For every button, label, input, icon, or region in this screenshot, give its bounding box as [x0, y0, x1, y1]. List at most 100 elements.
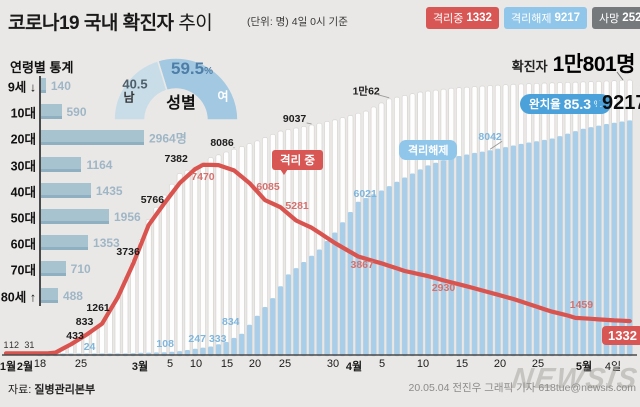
x-tick-label: 3월 — [131, 361, 149, 373]
age-category-label: 50대 — [10, 211, 36, 226]
confirmed-value: 1만801명 — [552, 53, 636, 76]
age-category-label: 10대 — [10, 106, 36, 121]
data-label-total: 9037 — [282, 112, 307, 125]
quarantine-series-badge: 격리 중 — [272, 150, 323, 175]
x-tick-label: 25 — [74, 358, 88, 370]
age-bar — [41, 104, 62, 120]
data-label-total: 3736 — [116, 245, 140, 258]
age-value-label: 590 — [66, 105, 87, 120]
status-badges: 격리중 1332 격리해제 9217 사망 252 — [426, 7, 640, 29]
data-label-total: 5766 — [140, 194, 165, 207]
donut-segment-female — [156, 57, 239, 121]
x-tick-label: 4월 — [345, 361, 363, 373]
subtitle-unit-date: (단위: 명) 4일 0시 기준 — [247, 16, 348, 28]
data-label-total: 1261 — [86, 301, 110, 314]
data-label-blue: 108 — [156, 338, 174, 351]
x-tick-label: 20 — [248, 358, 262, 370]
data-label-total: 833 — [75, 315, 94, 328]
page-title: 코로나19 국내 확진자 추이 — [8, 8, 213, 35]
cure-rate-label: 완치율 — [529, 99, 561, 111]
x-tick-label: 10 — [416, 358, 430, 370]
age-value-label: 1164 — [86, 157, 113, 172]
x-tick-label: 15 — [220, 358, 234, 370]
source-line: 자료: 질병관리본부 — [8, 381, 95, 397]
age-category-label: 40대 — [10, 185, 36, 200]
source-name: 질병관리본부 — [34, 384, 96, 396]
gender-female-label: 여 — [217, 89, 229, 104]
age-bar — [41, 78, 46, 93]
credit-line: 20.05.04 전진우 그래픽 기자 618tue@newsis.com — [408, 382, 636, 394]
x-tick-label: 25 — [531, 358, 545, 370]
data-label-red: 1459 — [569, 298, 594, 311]
data-label-blue: 24 — [83, 341, 96, 354]
x-tick-label: 5 — [166, 358, 174, 370]
data-label-blue: 6021 — [353, 187, 377, 200]
age-value-label: 488 — [62, 288, 83, 303]
age-bar — [41, 261, 66, 277]
status-badge-quarantined: 격리중 1332 — [426, 7, 499, 29]
x-tick-label: 15 — [455, 358, 469, 370]
gender-donut-chart — [113, 57, 239, 121]
x-tick-label: 4일 — [604, 361, 622, 373]
x-tick-label: 30 — [326, 358, 340, 370]
data-label-total: 7382 — [164, 153, 188, 166]
x-tick-label: 25 — [278, 358, 292, 370]
gender-male-label: 남 — [123, 90, 135, 105]
gender-female-number: 59.5 — [171, 59, 205, 78]
status-badge-released: 격리해제 9217 — [503, 7, 588, 29]
source-prefix: 자료: — [8, 384, 35, 396]
title-prefix: 코로나19 — [8, 13, 84, 34]
title-suffix: 추이 — [173, 13, 213, 34]
data-label-blue: 8042 — [478, 131, 502, 144]
age-panel-title: 연령별 통계 — [10, 60, 74, 75]
age-category-label: 30대 — [10, 159, 36, 174]
age-value-label: 1353 — [93, 236, 120, 251]
age-value-label: 2964명 — [149, 131, 187, 146]
age-bar — [41, 209, 109, 224]
percent-sign: % — [204, 66, 213, 77]
age-category-label: 80세 ↑ — [0, 290, 36, 305]
cure-badge-arrow-icon — [597, 99, 604, 109]
x-tick-label: 1월 — [0, 361, 17, 373]
confirmed-label: 확진자 — [511, 59, 548, 74]
released-total-value: 9217 — [602, 92, 640, 114]
age-bar — [41, 156, 82, 172]
age-bar — [41, 130, 144, 146]
data-label-red: 3867 — [350, 258, 374, 271]
released-series-badge: 격리해제 — [399, 140, 458, 160]
age-value-label: 710 — [70, 262, 91, 277]
data-label-total: 433 — [66, 329, 84, 342]
data-label-blue: 834 — [221, 315, 240, 328]
cure-rate-value: 85.3 — [563, 96, 591, 112]
age-category-label: 60대 — [10, 237, 36, 252]
age-value-label: 1435 — [95, 183, 123, 198]
data-label-total: 1만62 — [352, 85, 380, 98]
gender-female-value: 59.5% — [171, 59, 213, 79]
x-tick-label: 2월 — [16, 361, 34, 373]
data-label-red: 5281 — [285, 199, 309, 212]
data-label-red: 7470 — [191, 170, 215, 183]
data-label-blue: 333 — [208, 332, 227, 345]
x-tick-label: 20 — [493, 358, 507, 370]
early-value-label: 12 — [9, 340, 20, 350]
age-category-label: 70대 — [10, 263, 36, 278]
x-tick-label: 10 — [189, 358, 203, 370]
x-tick-label: 5 — [378, 358, 386, 370]
age-bar — [41, 235, 89, 251]
age-category-label: 9세 ↓ — [7, 80, 36, 95]
x-tick-label: 18 — [33, 358, 47, 370]
data-label-blue: 247 — [188, 332, 206, 345]
title-bold: 국내 확진자 — [83, 13, 174, 34]
confirmed-total: 확진자 1만801명 — [511, 48, 636, 78]
early-value-label: 1 — [3, 340, 9, 350]
donut-segment-male — [113, 59, 168, 121]
data-label-total: 8086 — [210, 137, 234, 150]
x-tick-label: 5월 — [575, 361, 593, 373]
age-bar — [41, 287, 58, 303]
gender-title: 성별 — [166, 95, 196, 112]
data-label-red: 2930 — [431, 282, 456, 295]
gender-male-value: 40.5 — [122, 76, 148, 92]
age-value-label: 1956 — [113, 210, 141, 224]
